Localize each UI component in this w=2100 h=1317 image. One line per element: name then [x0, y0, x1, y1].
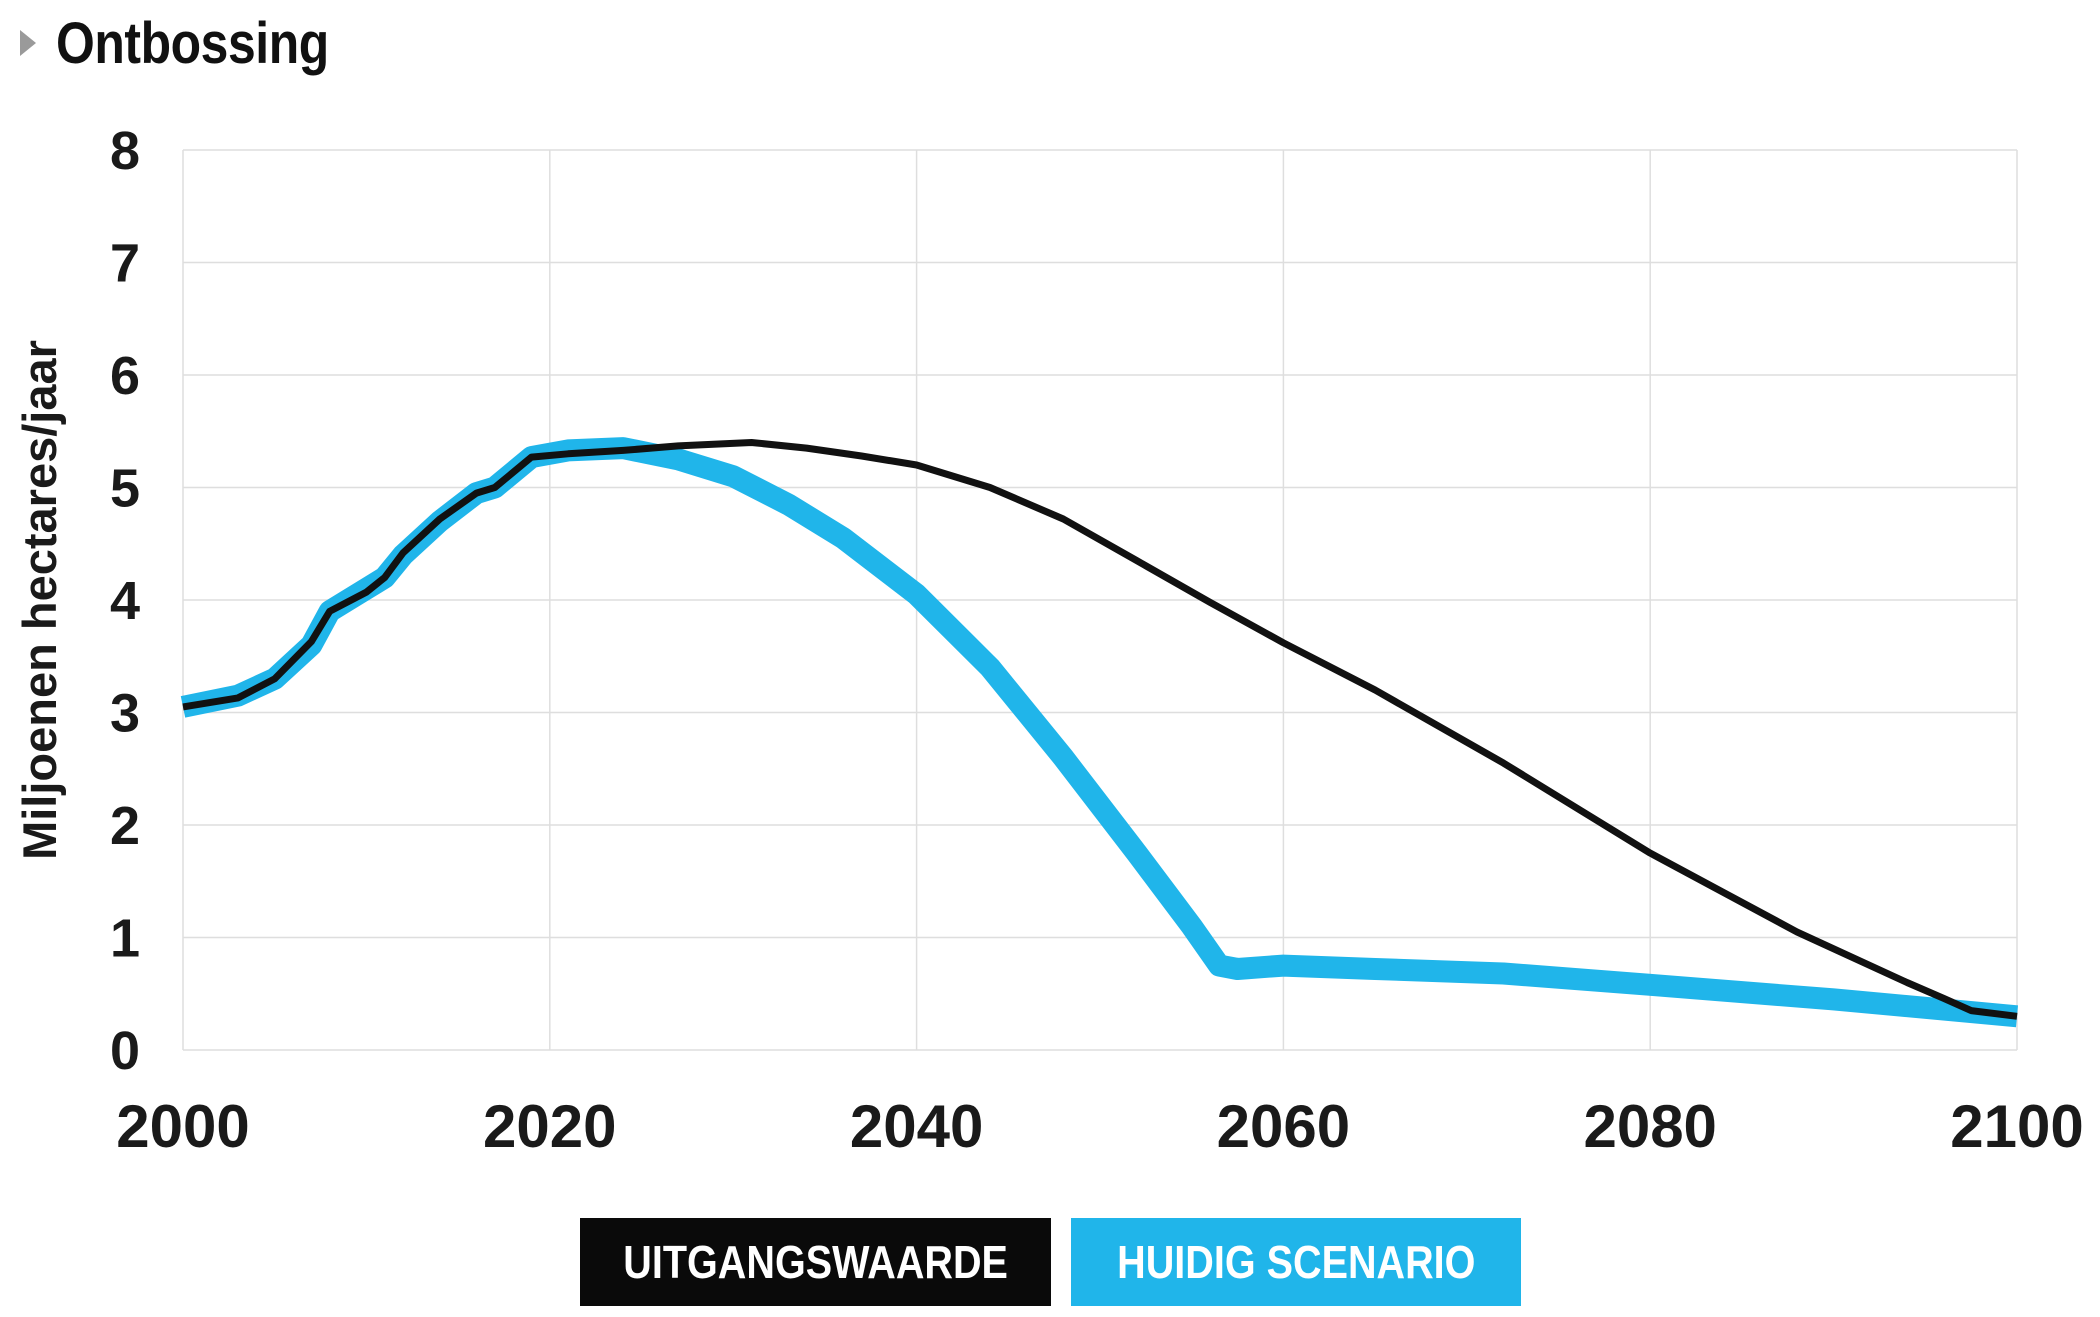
chart-header[interactable]: Ontbossing	[20, 8, 373, 78]
deforestation-line-chart: 0 1 2 3 4 5 6 7 8 2000 2020 2040 2060 2080 2100 Miljoen…	[13, 121, 2084, 1160]
y-tick-label: 8	[110, 121, 140, 181]
x-tick-label: 2080	[1583, 1093, 1716, 1160]
y-tick-label: 6	[110, 346, 140, 406]
caret-right-icon[interactable]	[20, 30, 36, 56]
x-tick-label: 2000	[116, 1093, 249, 1160]
y-tick-label: 2	[110, 796, 140, 856]
legend-label-uitgangswaarde: UITGANGSWAARDE	[623, 1236, 1008, 1288]
y-tick-label: 4	[110, 571, 140, 631]
legend-item-huidig-scenario[interactable]: HUIDIG SCENARIO	[1071, 1218, 1521, 1306]
x-tick-label: 2040	[850, 1093, 983, 1160]
chart-title: Ontbossing	[56, 10, 329, 76]
x-tick-label: 2060	[1217, 1093, 1350, 1160]
series-line-huidig-scenario[interactable]	[180, 437, 2019, 1028]
legend-label-huidig-scenario: HUIDIG SCENARIO	[1116, 1236, 1476, 1288]
x-tick-label: 2100	[1950, 1093, 2083, 1160]
y-tick-label: 1	[110, 909, 140, 969]
chart-grid	[182, 149, 2018, 1051]
y-tick-label: 7	[110, 234, 140, 294]
y-tick-label: 0	[110, 1021, 140, 1081]
x-tick-label: 2020	[483, 1093, 616, 1160]
legend-item-uitgangswaarde[interactable]: UITGANGSWAARDE	[580, 1218, 1051, 1306]
series-line-uitgangswaarde[interactable]	[182, 439, 2018, 1020]
y-axis-title: Miljoenen hectares/jaar	[13, 340, 66, 860]
y-tick-label: 3	[110, 684, 140, 744]
y-tick-label: 5	[110, 459, 140, 519]
chart-axes: 0 1 2 3 4 5 6 7 8 2000 2020 2040 2060 2080 2100 Miljoen…	[13, 121, 2084, 1160]
chart-series	[180, 437, 2019, 1028]
